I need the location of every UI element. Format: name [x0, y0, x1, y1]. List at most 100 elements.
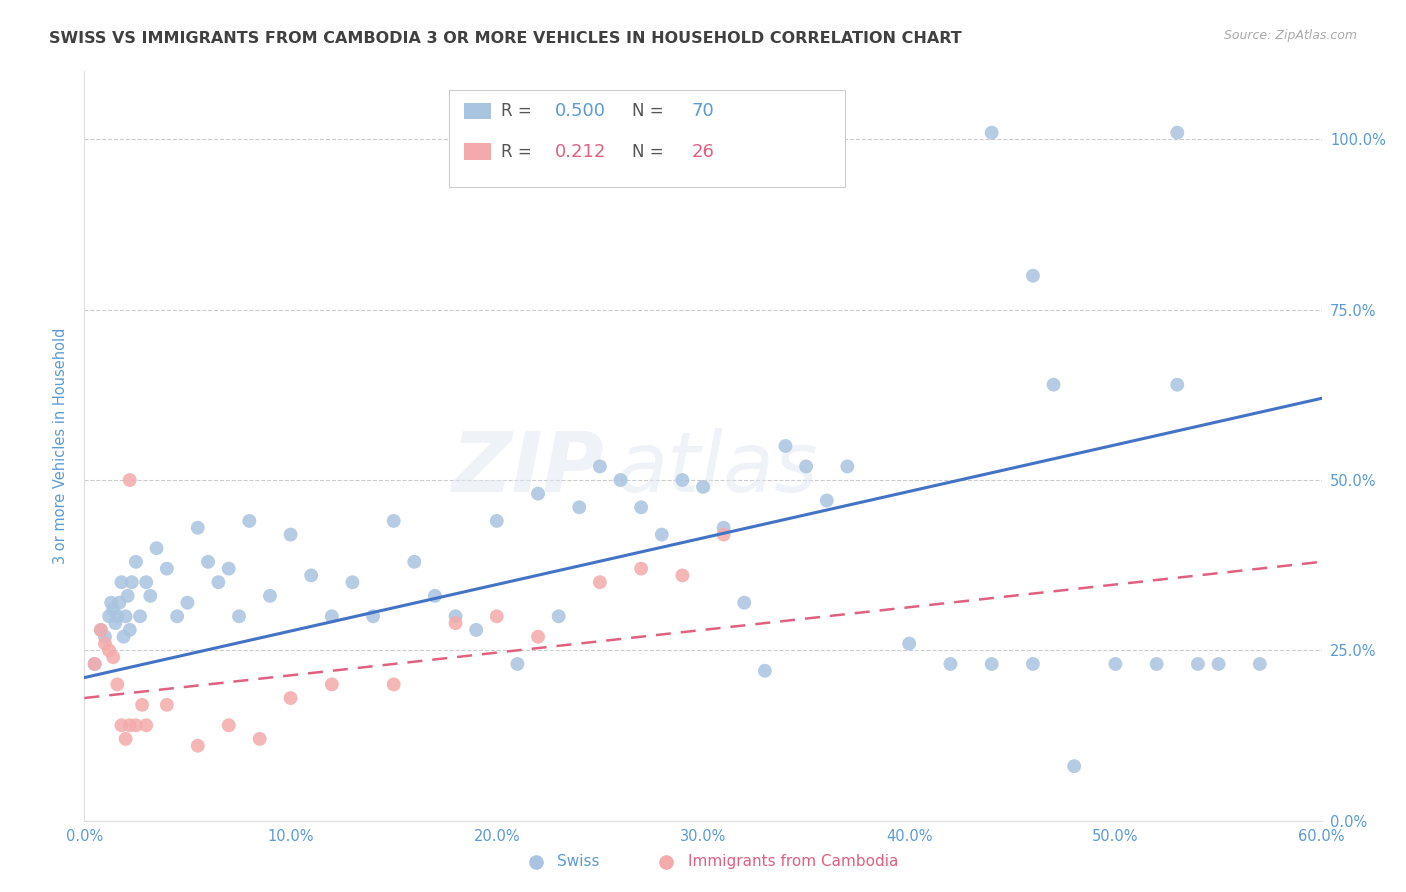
Point — [104, 616, 127, 631]
Point — [83, 657, 105, 671]
Point — [775, 439, 797, 453]
Point — [114, 609, 136, 624]
Point — [145, 541, 167, 556]
Point — [589, 459, 612, 474]
Text: ZIP: ZIP — [451, 428, 605, 509]
Point — [108, 596, 131, 610]
Point — [837, 459, 859, 474]
Point — [98, 609, 121, 624]
Point — [83, 814, 105, 828]
Point — [105, 609, 128, 624]
Point — [939, 657, 962, 671]
Point — [382, 677, 405, 691]
Point — [815, 493, 838, 508]
Point — [176, 596, 198, 610]
Text: 0.212: 0.212 — [554, 143, 606, 161]
Point — [156, 698, 179, 712]
Point — [485, 609, 508, 624]
Point — [713, 527, 735, 541]
Point — [187, 521, 209, 535]
Text: N =: N = — [633, 102, 669, 120]
Point — [207, 575, 229, 590]
Point — [90, 623, 112, 637]
Point — [118, 623, 141, 637]
Point — [444, 616, 467, 631]
Point — [321, 609, 343, 624]
Point — [485, 514, 508, 528]
Text: Source: ZipAtlas.com: Source: ZipAtlas.com — [1223, 29, 1357, 42]
Text: N =: N = — [633, 143, 669, 161]
Point — [1104, 657, 1126, 671]
Point — [118, 718, 141, 732]
Point — [166, 609, 188, 624]
Point — [125, 555, 148, 569]
Text: R =: R = — [502, 102, 537, 120]
Point — [218, 718, 240, 732]
Point — [1063, 759, 1085, 773]
Point — [342, 575, 364, 590]
Text: Swiss: Swiss — [557, 855, 599, 870]
Point — [121, 575, 143, 590]
Point — [228, 609, 250, 624]
Point — [280, 691, 302, 706]
Point — [361, 609, 384, 624]
Point — [156, 561, 179, 575]
Point — [125, 718, 148, 732]
Point — [321, 677, 343, 691]
Point — [630, 561, 652, 575]
Point — [83, 657, 105, 671]
Point — [80, 814, 103, 828]
Point — [131, 698, 153, 712]
Point — [299, 568, 322, 582]
Point — [568, 500, 591, 515]
Point — [103, 602, 125, 616]
Point — [423, 589, 446, 603]
Point — [117, 589, 139, 603]
Text: 26: 26 — [692, 143, 714, 161]
Point — [103, 650, 125, 665]
Point — [187, 739, 209, 753]
Point — [105, 677, 128, 691]
Point — [139, 589, 162, 603]
Point — [280, 527, 302, 541]
Point — [110, 718, 132, 732]
Point — [465, 623, 488, 637]
Point — [1042, 377, 1064, 392]
Point — [527, 630, 550, 644]
Point — [794, 459, 817, 474]
Point — [506, 657, 529, 671]
Point — [135, 718, 157, 732]
Point — [1208, 657, 1230, 671]
Point — [1022, 268, 1045, 283]
Point — [404, 555, 426, 569]
Point — [218, 561, 240, 575]
Point — [114, 731, 136, 746]
Point — [382, 514, 405, 528]
Point — [94, 636, 117, 650]
Point — [110, 575, 132, 590]
Point — [1166, 377, 1188, 392]
Point — [733, 596, 755, 610]
Text: R =: R = — [502, 143, 537, 161]
Point — [630, 500, 652, 515]
Text: 70: 70 — [692, 102, 714, 120]
Point — [671, 473, 693, 487]
Point — [1187, 657, 1209, 671]
Point — [135, 575, 157, 590]
Point — [118, 473, 141, 487]
Point — [980, 657, 1002, 671]
Y-axis label: 3 or more Vehicles in Household: 3 or more Vehicles in Household — [53, 328, 69, 564]
Point — [112, 630, 135, 644]
Point — [1166, 126, 1188, 140]
Point — [90, 623, 112, 637]
Point — [527, 486, 550, 500]
FancyBboxPatch shape — [450, 90, 845, 187]
Point — [94, 630, 117, 644]
Point — [1146, 657, 1168, 671]
Point — [129, 609, 152, 624]
Point — [898, 636, 921, 650]
FancyBboxPatch shape — [464, 144, 492, 160]
Point — [1022, 657, 1045, 671]
FancyBboxPatch shape — [464, 103, 492, 120]
Point — [547, 609, 569, 624]
